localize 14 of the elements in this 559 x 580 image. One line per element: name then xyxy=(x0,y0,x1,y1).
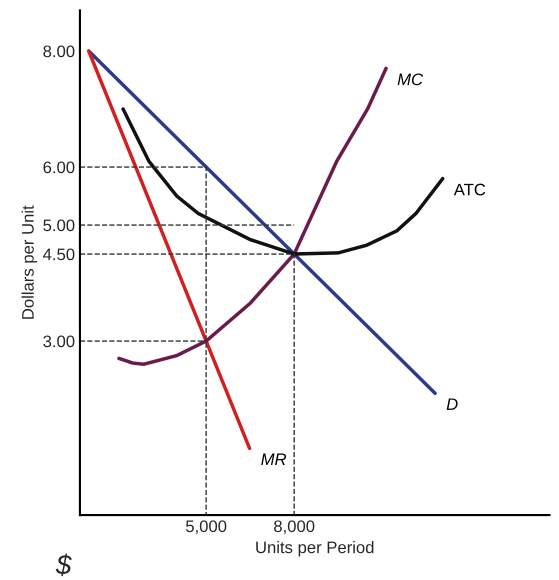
y-tick-label: 3.00 xyxy=(43,335,74,348)
y-tick-label: 6.00 xyxy=(43,161,74,174)
y-axis-title: Dollars per Unit xyxy=(22,205,38,319)
y-tick-label: 4.50 xyxy=(43,248,74,260)
series-label: MC xyxy=(398,73,424,86)
series-label: MR xyxy=(261,454,286,466)
text: $ xyxy=(56,554,72,576)
x-axis-title: Units per Period xyxy=(256,540,374,557)
series-label: ATC xyxy=(454,184,486,196)
y-tick-label: 8.00 xyxy=(43,45,74,58)
x-tick-label: 5,000 xyxy=(186,520,226,534)
series-label: D xyxy=(446,398,458,410)
y-tick-label: 5.00 xyxy=(43,219,74,232)
x-tick-label: 8,000 xyxy=(274,520,314,534)
